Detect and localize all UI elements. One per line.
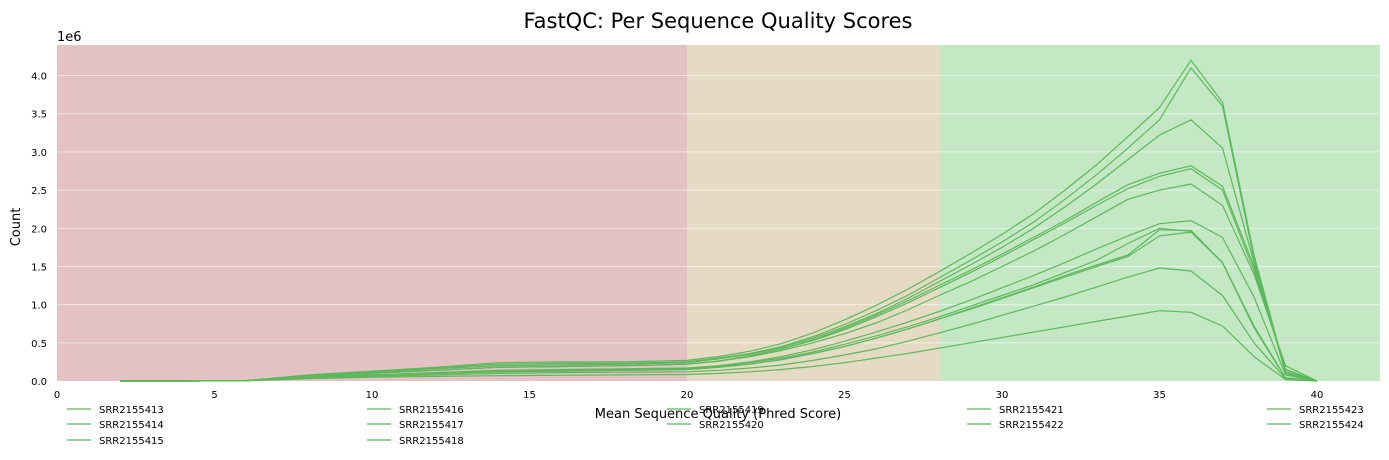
legend-item[interactable]: SRR2155424: [1267, 420, 1364, 431]
x-axis-ticks: 0 5 10 15 20 25 30 35 40: [54, 390, 1324, 401]
series-line-SRR2155419: [120, 59, 1318, 382]
legend-item[interactable]: SRR2155414: [67, 420, 164, 431]
y-tick-label: 0.5: [31, 339, 47, 350]
legend-label: SRR2155424: [1299, 420, 1364, 431]
y-tick-label: 2.5: [31, 186, 47, 197]
y-tick-label: 1.5: [31, 262, 47, 273]
zone-band-0: [57, 45, 687, 381]
series-line-SRR2155422: [120, 227, 1318, 382]
x-tick-label: 10: [366, 390, 379, 401]
legend-label: SRR2155416: [399, 405, 464, 416]
legend: SRR2155413 SRR2155414 SRR2155415 SRR2155416…: [67, 405, 1364, 447]
y-tick-label: 0.0: [31, 377, 47, 388]
legend-item[interactable]: SRR2155423: [1267, 405, 1364, 416]
x-tick-label: 25: [838, 390, 851, 401]
legend-item[interactable]: SRR2155418: [367, 436, 464, 447]
zone-band-2: [939, 45, 1380, 381]
x-axis-label: Mean Sequence Quality (Phred Score): [595, 407, 841, 422]
legend-label: SRR2155419: [699, 405, 764, 416]
legend-item[interactable]: SRR2155413: [67, 405, 164, 416]
legend-label: SRR2155417: [399, 420, 464, 431]
y-tick-label: 2.0: [31, 224, 47, 235]
quality-zones: [57, 45, 1380, 381]
legend-item[interactable]: SRR2155422: [967, 420, 1064, 431]
y-tick-label: 1.0: [31, 301, 47, 312]
legend-label: SRR2155422: [999, 420, 1064, 431]
x-tick-label: 35: [1153, 390, 1166, 401]
y-tick-label: 3.0: [31, 148, 47, 159]
legend-item[interactable]: SRR2155419: [667, 405, 764, 416]
x-tick-label: 0: [54, 390, 60, 401]
legend-label: SRR2155421: [999, 405, 1064, 416]
y-tick-label: 3.5: [31, 110, 47, 121]
y-axis-multiplier: 1e6: [57, 30, 82, 45]
x-tick-label: 20: [681, 390, 694, 401]
y-axis-label: Count: [9, 208, 24, 247]
series-lines: [120, 59, 1318, 382]
x-tick-label: 30: [996, 390, 1009, 401]
legend-label: SRR2155423: [1299, 405, 1364, 416]
legend-item[interactable]: SRR2155421: [967, 405, 1064, 416]
legend-label: SRR2155418: [399, 436, 464, 447]
legend-item[interactable]: SRR2155417: [367, 420, 464, 431]
y-axis-ticks: 0.0 0.5 1.0 1.5 2.0 2.5 3.0 3.5 4.0: [31, 72, 47, 388]
series-line-SRR2155423: [120, 267, 1318, 382]
legend-item[interactable]: SRR2155416: [367, 405, 464, 416]
x-tick-label: 15: [523, 390, 536, 401]
series-line-SRR2155417: [120, 168, 1318, 382]
y-tick-label: 4.0: [31, 72, 47, 83]
legend-label: SRR2155413: [99, 405, 164, 416]
x-tick-label: 40: [1311, 390, 1324, 401]
legend-label: SRR2155415: [99, 436, 164, 447]
legend-item[interactable]: SRR2155415: [67, 436, 164, 447]
chart-title: FastQC: Per Sequence Quality Scores: [523, 9, 912, 33]
series-line-SRR2155424: [120, 220, 1318, 382]
series-line-SRR2155418: [120, 119, 1318, 382]
series-line-SRR2155414: [120, 67, 1318, 382]
x-tick-label: 5: [211, 390, 217, 401]
series-line-SRR2155421: [120, 310, 1318, 382]
legend-label: SRR2155414: [99, 420, 164, 431]
legend-label: SRR2155420: [699, 420, 764, 431]
legend-item[interactable]: SRR2155420: [667, 420, 764, 431]
